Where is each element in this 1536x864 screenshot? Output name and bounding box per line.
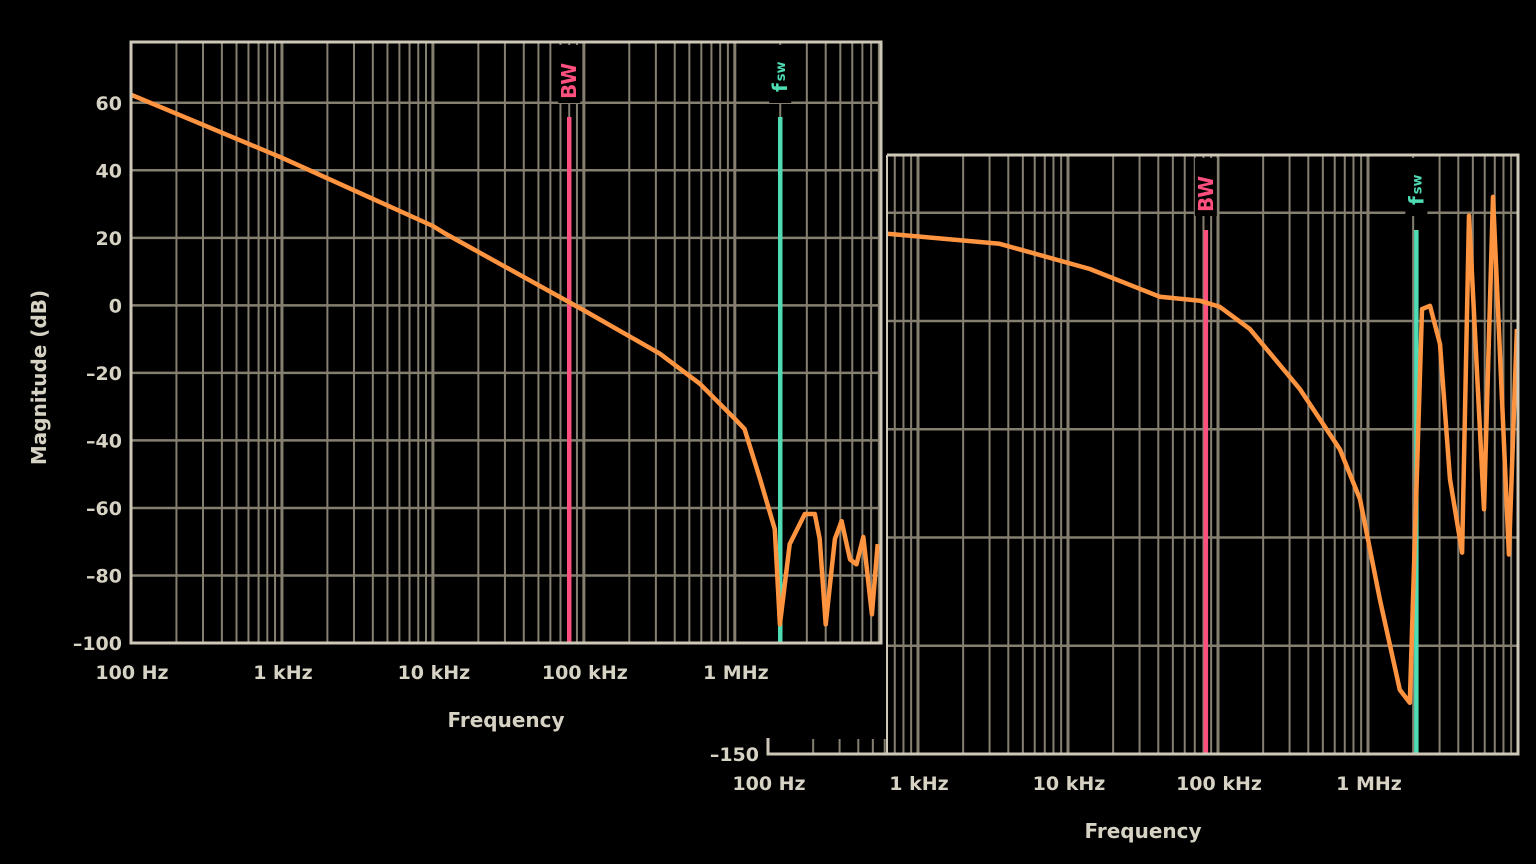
x-tick-label: 1 kHz — [253, 662, 312, 684]
left-chart: BW fsw 100 Hz 1 kHz 10 kHz 100 kHz 1 MHz 60 40 20… — [27, 40, 883, 732]
marker-label-main: f — [768, 83, 792, 92]
marker-label: BW — [1194, 176, 1218, 212]
y-tick-label: 40 — [96, 160, 122, 182]
x-tick-label: 1 MHz — [703, 662, 769, 684]
y-axis-label: Magnitude (dB) — [27, 290, 51, 465]
y-tick-label: –150 — [710, 744, 759, 766]
marker-label-main: BW — [1194, 176, 1218, 212]
marker-label-main: BW — [557, 63, 581, 99]
plot-frame — [129, 40, 883, 645]
marker-label-bg — [1194, 158, 1217, 216]
x-axis-label: Frequency — [1084, 819, 1201, 843]
y-tick-label: –20 — [86, 363, 122, 385]
x-tick-label: 100 Hz — [732, 773, 805, 795]
plot-frame — [766, 153, 1520, 756]
x-tick-label: 100 kHz — [542, 662, 628, 684]
right-chart: BW fsw 100 Hz 1 kHz 10 kHz 100 kHz 1 MHz –150 Fr… — [710, 153, 1520, 843]
marker-label-sub: sw — [1410, 175, 1425, 195]
marker-label-bg — [558, 45, 581, 103]
marker-label-sub: sw — [774, 62, 789, 82]
x-tick-label: 1 MHz — [1336, 773, 1402, 795]
marker-label-bg — [1405, 158, 1428, 216]
marker-label: BW — [557, 63, 581, 99]
y-tick-label: –60 — [86, 498, 122, 520]
x-tick-label: 10 kHz — [398, 662, 471, 684]
magnitude-curve — [887, 194, 1518, 706]
y-tick-label: 0 — [109, 295, 122, 317]
plot-background — [131, 42, 881, 643]
y-tick-label: 20 — [96, 228, 122, 250]
x-tick-label: 100 Hz — [95, 662, 168, 684]
x-tick-label: 1 kHz — [889, 773, 948, 795]
x-axis-label: Frequency — [447, 708, 564, 732]
marker-label-bg — [769, 45, 792, 103]
y-tick-label: –100 — [73, 633, 122, 655]
marker-label: fsw — [1404, 175, 1428, 205]
y-tick-label: –40 — [86, 430, 122, 452]
marker-label-main: f — [1404, 196, 1428, 205]
x-tick-label: 100 kHz — [1176, 773, 1262, 795]
y-tick-label: 60 — [96, 93, 122, 115]
y-tick-label: –80 — [86, 565, 122, 587]
marker-label: fsw — [768, 62, 792, 92]
x-tick-label: 10 kHz — [1033, 773, 1106, 795]
magnitude-curve — [131, 92, 880, 627]
